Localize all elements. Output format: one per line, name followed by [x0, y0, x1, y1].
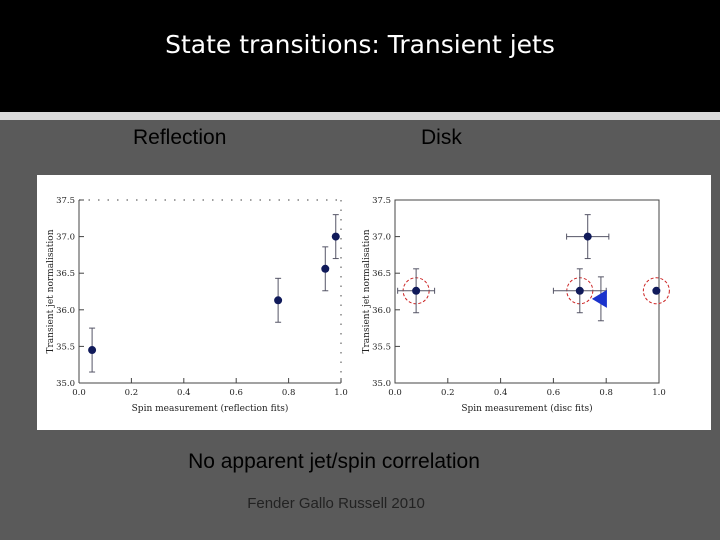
plot2-x-tick-label: 0.6 [547, 388, 561, 398]
plot1-x-tick-label: 0.4 [177, 388, 191, 398]
plot1-x-tick-label: 0.2 [125, 388, 139, 398]
plot1-y-tick-label: 37.0 [56, 233, 75, 243]
plot2-y-tick-label: 35.0 [372, 379, 391, 389]
plot1-x-tick-label: 1.0 [334, 388, 348, 398]
plot2-x-tick-label: 0.0 [388, 388, 402, 398]
plot2-y-tick-label: 37.0 [372, 233, 391, 243]
plot2-x-tick-label: 0.4 [494, 388, 508, 398]
plot2-data-point [575, 286, 584, 295]
title-bar [0, 0, 720, 112]
plot2-y-axis-label: Transient jet normalisation [362, 229, 372, 353]
plot2-y-tick-label: 36.5 [372, 269, 391, 279]
plot2-data-point [583, 232, 592, 241]
plot1-data-point [321, 264, 330, 273]
plot2-x-tick-label: 0.8 [599, 388, 613, 398]
plot1-data-point [88, 346, 97, 355]
plot2-x-tick-label: 1.0 [652, 388, 666, 398]
plot2-triangle-marker [591, 289, 607, 308]
citation: Fender Gallo Russell 2010 [247, 495, 425, 512]
plot1-data-point [274, 296, 283, 305]
plot2-x-axis-label: Spin measurement (disc fits) [461, 403, 592, 414]
plot2-y-tick-label: 37.5 [372, 196, 391, 206]
title-divider [0, 112, 720, 120]
plot1-y-axis-label: Transient jet normalisation [46, 229, 56, 353]
plot2-y-tick-label: 35.5 [372, 342, 391, 352]
plot1-y-tick-label: 37.5 [56, 196, 75, 206]
panel-label-disk: Disk [421, 126, 462, 149]
plot1-x-tick-label: 0.6 [229, 388, 243, 398]
plot1-x-tick-label: 0.0 [72, 388, 86, 398]
plot1-data-point [331, 232, 340, 241]
plot1-y-tick-label: 36.5 [56, 269, 75, 279]
scatter-figure: 0.0 0.2 0.4 0.6 0.8 1.0 35.0 35.5 36.0 36.5 37.0 37… [46, 196, 670, 414]
plot2-y-tick-label: 36.0 [372, 306, 391, 316]
plot2-circle-marker [642, 277, 670, 305]
slide-title: State transitions: Transient jets [165, 30, 555, 59]
caption: No apparent jet/spin correlation [188, 450, 480, 473]
panel-label-reflection: Reflection [133, 126, 227, 149]
plot2-data-point [652, 286, 661, 295]
plot1-x-axis-label: Spin measurement (reflection fits) [132, 403, 289, 414]
plot1-y-tick-label: 35.5 [56, 342, 75, 352]
plot1-x-tick-label: 0.8 [282, 388, 296, 398]
plot1-y-tick-label: 36.0 [56, 306, 75, 316]
plot1-y-tick-label: 35.0 [56, 379, 75, 389]
plot2-x-tick-label: 0.2 [441, 388, 455, 398]
figure: 0.0 0.2 0.4 0.6 0.8 1.0 35.0 35.5 36.0 36.5 37.0 37… [37, 175, 711, 430]
plot2-data-point [412, 286, 421, 295]
